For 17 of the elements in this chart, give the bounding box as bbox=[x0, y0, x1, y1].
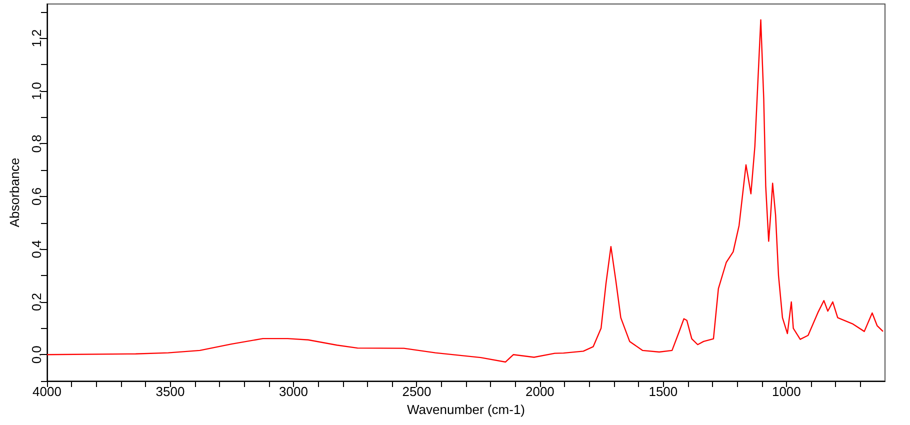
x-tick-label: 2500 bbox=[402, 384, 432, 399]
x-tick-label: 1500 bbox=[648, 384, 678, 399]
y-tick-label: 1.0 bbox=[29, 82, 44, 100]
x-tick-label: 4000 bbox=[32, 384, 62, 399]
x-tick-label: 3000 bbox=[279, 384, 308, 399]
x-tick-label: 2000 bbox=[525, 384, 554, 399]
y-axis-title: Absorbance bbox=[7, 158, 22, 228]
y-tick-label: 1.2 bbox=[29, 29, 44, 48]
y-tick-label: 0.8 bbox=[29, 134, 44, 153]
y-tick-label: 0.0 bbox=[29, 346, 44, 364]
line-series bbox=[46, 19, 884, 363]
x-tick-label: 1000 bbox=[772, 384, 801, 399]
y-tick-label: 0.2 bbox=[29, 292, 44, 311]
x-axis-title: Wavenumber (cm-1) bbox=[407, 402, 525, 417]
x-tick-label: 3500 bbox=[156, 384, 185, 399]
y-tick-label: 0.4 bbox=[29, 240, 44, 258]
y-tick-label: 0.6 bbox=[29, 187, 44, 206]
